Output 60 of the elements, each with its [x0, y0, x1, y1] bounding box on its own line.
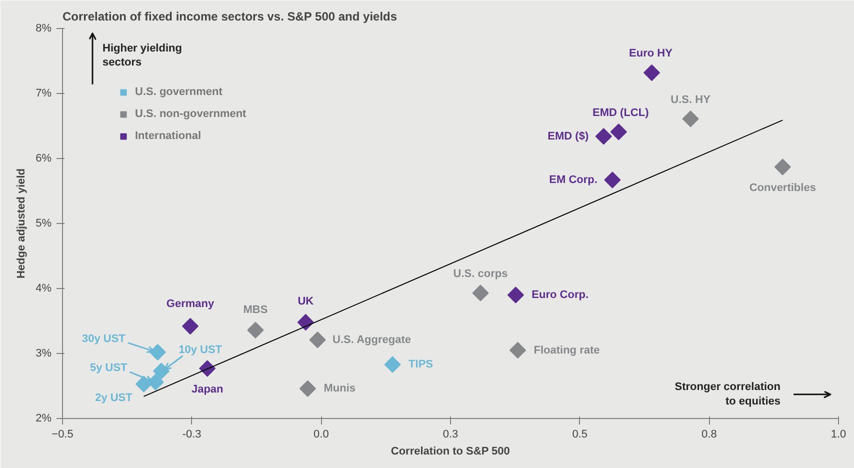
point: [309, 332, 326, 348]
annotation: U.S. Aggregate: [332, 334, 411, 346]
point: [595, 128, 612, 145]
annotation: 10y UST: [178, 344, 222, 356]
x-tick-label: -0.3: [182, 428, 202, 440]
point: [299, 380, 316, 397]
y-tick-label: 7%: [36, 88, 52, 100]
legend-label: U.S. government: [135, 86, 222, 98]
x-tick-label: 0.3: [442, 428, 458, 440]
point: [297, 314, 314, 331]
y-tick-label: 3%: [36, 348, 52, 360]
point: [604, 172, 621, 188]
chart-title: Correlation of fixed income sectors vs. S&P 500 and yields: [62, 10, 398, 24]
annotation: Munis: [324, 382, 356, 395]
annotation: Stronger correlation to equities: [674, 381, 781, 408]
point: [509, 342, 526, 359]
y-axis-title: Hedge adjusted yield: [16, 168, 28, 279]
point: [182, 318, 199, 334]
annotation: EMD ($): [548, 130, 589, 142]
annotation: Convertibles: [749, 182, 816, 194]
annotation: 5y UST: [90, 362, 128, 374]
x-tick-label: 1.0: [830, 428, 846, 440]
x-tick-label: 0.5: [572, 428, 588, 440]
annotation: Floating rate: [534, 344, 600, 356]
annotation: Germany: [166, 298, 216, 310]
annotation: U.S. corps: [453, 268, 508, 280]
annotation: 2y UST: [95, 392, 133, 404]
annotation: EM Corp.: [549, 174, 598, 186]
point: [384, 356, 401, 373]
y-tick-label: 2%: [36, 412, 52, 424]
point: [643, 64, 660, 81]
legend-label: International: [135, 130, 202, 142]
annotation: Higher yielding sectors: [102, 42, 182, 69]
point: [610, 124, 627, 140]
legend-label: U.S. non-government: [135, 108, 246, 120]
annotation: Euro HY: [629, 48, 674, 60]
point: [507, 286, 524, 304]
point: [199, 360, 216, 377]
annotation: 30y UST: [82, 333, 126, 346]
annotation: TIPS: [408, 358, 434, 371]
annotation: Japan: [191, 383, 224, 396]
y-tick-label: 6%: [36, 152, 52, 164]
point: [682, 110, 699, 128]
y-tick-label: 8%: [36, 22, 52, 34]
y-tick-label: 5%: [36, 218, 52, 230]
annotation: UK: [298, 295, 314, 308]
point: [153, 362, 170, 380]
point: [774, 158, 791, 176]
annotation: EMD (LCL): [592, 106, 650, 119]
x-tick-label: 0.0: [314, 428, 329, 440]
y-tick-label: 4%: [36, 282, 52, 294]
annotation: MBS: [243, 304, 268, 316]
x-tick-label: 0.8: [702, 428, 717, 440]
x-tick-label: −0.5: [52, 428, 74, 440]
point: [247, 322, 264, 338]
annotation: Euro Corp.: [532, 289, 589, 301]
point: [472, 284, 489, 302]
annotation: U.S. HY: [670, 94, 712, 106]
point: [149, 344, 166, 360]
x-axis-title: Correlation to S&P 500: [390, 446, 510, 458]
